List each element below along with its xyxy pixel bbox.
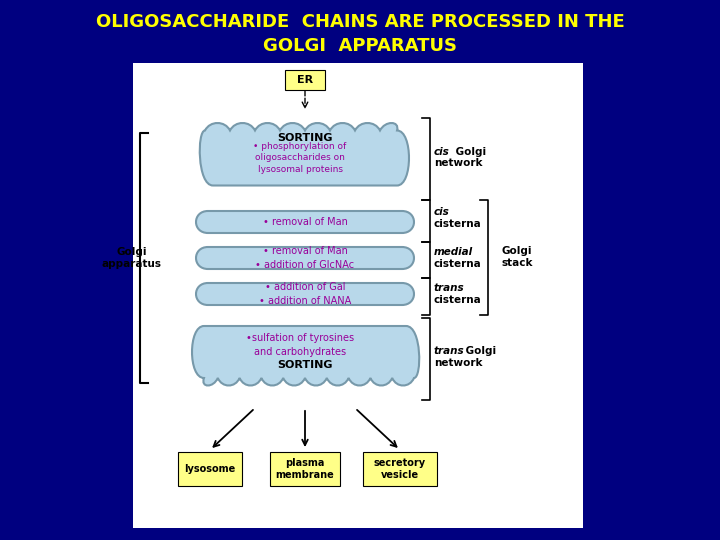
- Text: cisterna: cisterna: [434, 259, 482, 269]
- Text: cisterna: cisterna: [434, 219, 482, 229]
- PathPatch shape: [196, 247, 414, 269]
- Text: OLIGOSACCHARIDE  CHAINS ARE PROCESSED IN THE: OLIGOSACCHARIDE CHAINS ARE PROCESSED IN …: [96, 13, 624, 31]
- Text: ER: ER: [297, 75, 313, 85]
- PathPatch shape: [196, 211, 414, 233]
- Text: GOLGI  APPARATUS: GOLGI APPARATUS: [263, 37, 457, 55]
- Text: secretory
vesicle: secretory vesicle: [374, 458, 426, 480]
- Text: cis: cis: [434, 207, 450, 217]
- PathPatch shape: [192, 326, 419, 386]
- Text: SORTING: SORTING: [277, 360, 333, 370]
- Text: network: network: [434, 358, 482, 368]
- FancyBboxPatch shape: [133, 63, 583, 528]
- Text: lysosome: lysosome: [184, 464, 235, 474]
- Text: • phosphorylation of
oligosaccharides on
lysosomal proteins: • phosphorylation of oligosaccharides on…: [253, 141, 346, 174]
- Text: network: network: [434, 158, 482, 168]
- FancyBboxPatch shape: [270, 452, 340, 486]
- Text: SORTING: SORTING: [277, 133, 333, 143]
- Text: Golgi
apparatus: Golgi apparatus: [102, 247, 162, 269]
- PathPatch shape: [196, 283, 414, 305]
- Text: Golgi: Golgi: [452, 147, 486, 157]
- Text: • addition of Gal
• addition of NANA: • addition of Gal • addition of NANA: [259, 282, 351, 306]
- Text: cis: cis: [434, 147, 450, 157]
- Text: medial: medial: [434, 247, 473, 257]
- Text: • removal of Man: • removal of Man: [263, 217, 348, 227]
- Text: trans: trans: [434, 283, 464, 293]
- FancyBboxPatch shape: [363, 452, 437, 486]
- Text: cisterna: cisterna: [434, 295, 482, 305]
- Text: Golgi
stack: Golgi stack: [502, 246, 534, 268]
- PathPatch shape: [199, 123, 409, 186]
- Text: •sulfation of tyrosines
and carbohydrates: •sulfation of tyrosines and carbohydrate…: [246, 333, 354, 356]
- FancyBboxPatch shape: [178, 452, 242, 486]
- FancyBboxPatch shape: [285, 70, 325, 90]
- Text: plasma
membrane: plasma membrane: [276, 458, 334, 480]
- Text: trans: trans: [434, 346, 464, 356]
- Text: • removal of Man
• addition of GlcNAc: • removal of Man • addition of GlcNAc: [256, 246, 354, 269]
- Text: Golgi: Golgi: [462, 346, 496, 356]
